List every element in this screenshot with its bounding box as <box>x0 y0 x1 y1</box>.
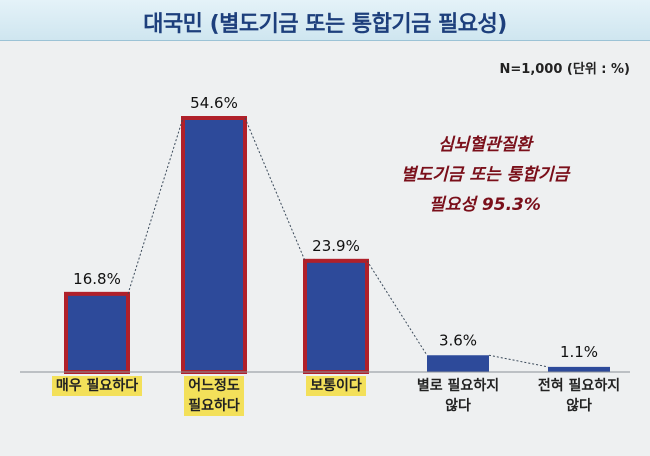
bar <box>181 116 247 374</box>
bar <box>427 355 489 372</box>
data-label: 54.6% <box>190 94 238 112</box>
category-label: 매우 필요하다 <box>42 376 152 396</box>
annotation-line: 필요성 95.3% <box>429 195 541 215</box>
title-band <box>0 0 650 41</box>
data-label: 1.1% <box>560 343 598 361</box>
category-label-line: 매우 필요하다 <box>51 376 143 396</box>
category-label-line: 어느정도 <box>184 376 244 396</box>
chart-title: 대국민 (별도기금 또는 통합기금 필요성) <box>143 12 507 37</box>
category-label-line: 전혀 필요하지 <box>537 378 621 394</box>
bar <box>548 366 610 372</box>
connector-line <box>488 354 549 368</box>
sample-note: N=1,000 (단위 : %) <box>499 62 631 77</box>
category-label: 보통이다 <box>281 376 391 396</box>
connector-line <box>366 260 428 356</box>
bar <box>64 291 130 375</box>
data-label: 23.9% <box>312 237 360 255</box>
summary-annotation: 심뇌혈관질환 별도기금 또는 통합기금 필요성 95.3% <box>360 130 610 220</box>
category-label-line: 않다 <box>566 398 592 414</box>
connector-line <box>244 117 306 262</box>
bar <box>303 258 369 375</box>
category-label-line: 않다 <box>445 398 471 414</box>
data-label: 16.8% <box>73 270 121 288</box>
connector-line <box>127 117 184 294</box>
category-label: 어느정도 필요하다 <box>159 376 269 416</box>
category-label-line: 필요하다 <box>184 396 244 416</box>
category-label-line: 보통이다 <box>306 376 366 396</box>
annotation-line: 별도기금 또는 통합기금 <box>400 165 570 185</box>
category-label-line: 별로 필요하지 <box>416 378 500 394</box>
data-label: 3.6% <box>439 331 477 349</box>
annotation-line: 심뇌혈관질환 <box>438 135 532 155</box>
